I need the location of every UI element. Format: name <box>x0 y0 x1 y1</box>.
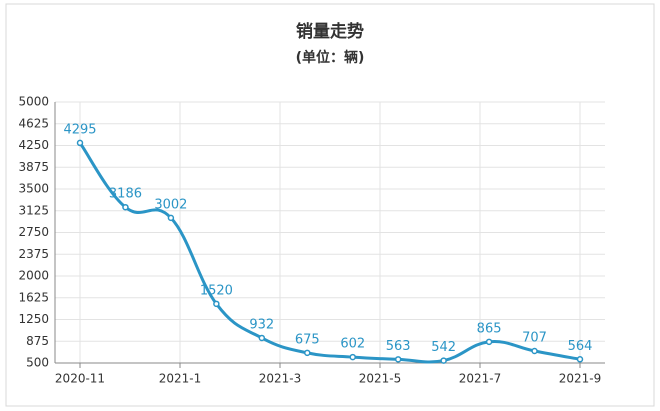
data-label: 563 <box>386 339 411 354</box>
point <box>213 300 220 308</box>
data-label: 932 <box>249 317 274 332</box>
point <box>122 203 129 211</box>
y-tick-label: 3500 <box>18 182 49 196</box>
point <box>394 356 402 363</box>
y-tick-label: 3125 <box>18 203 49 217</box>
data-label: 602 <box>340 337 365 352</box>
point <box>304 349 311 357</box>
data-label: 707 <box>522 330 547 345</box>
point <box>349 353 356 361</box>
point <box>167 214 175 222</box>
data-label: 4295 <box>63 122 96 137</box>
point <box>576 356 584 363</box>
point <box>485 338 493 346</box>
data-label: 865 <box>477 321 502 336</box>
y-tick-label: 2750 <box>18 225 49 239</box>
y-tick-label: 3875 <box>18 160 49 174</box>
data-label: 564 <box>568 339 593 354</box>
x-tick-label: 2021-3 <box>259 372 302 386</box>
chart-subtitle: (单位：辆) <box>296 49 365 66</box>
data-label: 3002 <box>154 197 187 212</box>
y-tick-label: 4250 <box>18 138 49 152</box>
x-tick-label: 2021-9 <box>559 372 602 386</box>
y-tick-label: 1625 <box>18 290 49 304</box>
point <box>440 357 447 364</box>
y-tick-label: 4625 <box>18 116 49 130</box>
x-tick-label: 2021-7 <box>459 372 502 386</box>
x-tick-label: 2020-11 <box>55 372 105 386</box>
point <box>531 347 538 355</box>
y-tick-label: 5000 <box>18 95 49 109</box>
y-tick-label: 875 <box>26 334 49 348</box>
y-tick-label: 1250 <box>18 312 49 326</box>
data-label: 1520 <box>200 283 233 298</box>
chart-title: 销量走势 <box>296 21 364 42</box>
point <box>258 334 266 342</box>
data-label: 542 <box>431 340 456 355</box>
frame <box>5 3 655 407</box>
point <box>76 139 84 147</box>
x-tick-label: 2021-1 <box>159 372 202 386</box>
data-label: 675 <box>295 332 320 347</box>
data-label: 3186 <box>109 187 142 202</box>
x-tick-label: 2021-5 <box>359 372 402 386</box>
y-tick-label: 2000 <box>18 269 49 283</box>
y-tick-label: 2375 <box>18 247 49 261</box>
y-tick-label: 500 <box>26 356 49 370</box>
